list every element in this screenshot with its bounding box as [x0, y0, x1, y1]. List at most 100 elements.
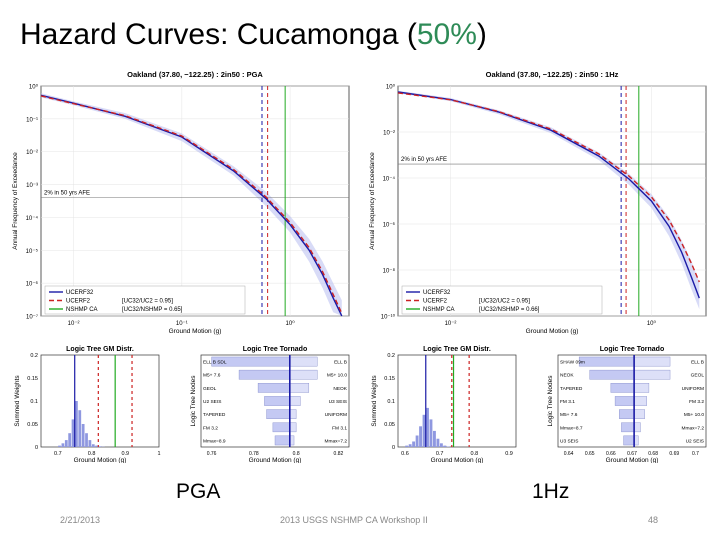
legend-label-3: NSHMP CA	[66, 307, 98, 313]
legend-label-1: UCERF32	[66, 290, 94, 296]
tornado-branch-left-7: Mmax=8.9	[203, 438, 226, 444]
slide-title-prefix: Hazard Curves: Cucamonga (	[20, 18, 417, 51]
tornado-branch-right-3: NEOK	[333, 386, 347, 392]
gm-distr-plot-area	[40, 354, 160, 448]
gm-distr-x-tick-3: 1	[157, 451, 160, 457]
tornado-branch-left-1: ELL B SDL	[203, 360, 227, 366]
tornado-x-tick-5: 0.69	[669, 451, 679, 457]
tornado-x-tick-4: 0.68	[648, 451, 658, 457]
legend-label-3: NSHMP CA	[423, 307, 455, 313]
tornado-branch-right-2: GEOL	[691, 373, 705, 379]
tornado-y-axis-label: Logic Tree Nodes	[190, 375, 197, 427]
hazard-x-axis-label: Ground Motion (g)	[169, 328, 222, 335]
left-panel-chart: Oakland (37.80, −122.25) : 2in50 : PGA10…	[12, 70, 350, 463]
tornado-bar-high-2	[289, 369, 318, 380]
tornado-bar-high-4	[289, 396, 301, 406]
gm-distr-bar	[419, 426, 422, 447]
hazard-y-tick-label-3: 10⁻³	[26, 183, 38, 189]
gm-distr-y-tick-1: 0.05	[384, 422, 395, 428]
tornado-branch-right-4: U3 SEIS	[329, 399, 347, 405]
tornado-bar-low-3	[610, 383, 635, 393]
tornado-x-tick-3: 0.82	[334, 451, 344, 457]
gm-distr-bar	[64, 440, 68, 447]
tornado-bar-low-4	[614, 396, 635, 406]
gm-distr-bar	[408, 444, 412, 447]
hazard-y-tick-label-0: 10⁰	[29, 84, 39, 91]
gm-distr-bar	[436, 438, 440, 447]
hazard-plot-area	[397, 85, 707, 317]
tornado-bar-low-1	[578, 356, 635, 367]
tornado-y-axis-label: Logic Tree Nodes	[547, 375, 554, 427]
right-panel-chart: Oakland (37.80, −122.25) : 2in50 : 1Hz 10…	[369, 70, 707, 463]
tornado-bar-high-1	[633, 356, 671, 367]
gm-distr-bar	[88, 440, 92, 447]
hazard-x-tick-label-2: 10⁰	[286, 320, 296, 327]
tornado-bar-high-6	[633, 422, 641, 433]
hazard-x-axis-label: Ground Motion (g)	[526, 328, 579, 335]
tornado-bar-low-7	[623, 435, 635, 446]
legend-ratio-3: [UC32/NSHMP = 0.65]	[122, 307, 183, 313]
tornado-branch-left-5: M5+ 7.6	[560, 412, 578, 418]
hazard-x-tick-label-1: 10⁰	[647, 320, 657, 327]
hazard-y-tick-label-4: 10⁻⁸	[383, 268, 396, 275]
tornado-bar-low-5	[619, 409, 635, 419]
tornado-bar-high-6	[289, 422, 297, 433]
right-panel: Oakland (37.80, −122.25) : 2in50 : 1Hz 10…	[362, 68, 712, 463]
gm-distr-bar	[433, 430, 436, 447]
tornado-x-tick-2: 0.8	[293, 451, 300, 457]
hazard-y-tick-label-5: 10⁻⁵	[26, 248, 39, 255]
legend-ratio-2: [UC32/UC2 = 0.95]	[479, 299, 530, 305]
hazard-curve-ucerf2	[40, 95, 343, 314]
gm-distr-y-tick-2: 0.1	[387, 399, 395, 405]
tornado-branch-right-7: U2 SEIS	[686, 438, 704, 444]
tornado-branch-left-3: GEOL	[203, 386, 217, 392]
tornado-branch-left-2: NEOK	[560, 373, 574, 379]
gm-distr-y-tick-4: 0.2	[387, 353, 395, 359]
gm-distr-y-tick-1: 0.05	[27, 422, 38, 428]
tornado-bar-low-2	[238, 369, 291, 380]
gm-distr-bar	[91, 444, 95, 447]
gm-distr-bar	[71, 419, 75, 447]
tornado-x-tick-1: 0.65	[585, 451, 595, 457]
tornado-branch-right-5: UNIFORM	[325, 412, 347, 418]
left-panel: Oakland (37.80, −122.25) : 2in50 : PGA 10…	[5, 68, 355, 463]
gm-distr-bar	[98, 446, 102, 447]
hazard-y-tick-label-6: 10⁻⁶	[26, 281, 39, 288]
hazard-curve-ucerf32	[397, 91, 700, 299]
tornado-x-tick-0: 0.64	[564, 451, 574, 457]
gm-distr-x-tick-2: 0.9	[121, 451, 129, 457]
tornado-branch-left-2: M5+ 7.6	[203, 373, 221, 379]
footer-date: 2/21/2013	[60, 515, 101, 525]
hazard-y-axis-label: Annual Frequency of Exceedance	[369, 152, 376, 250]
gm-distr-y-tick-2: 0.1	[30, 399, 38, 405]
gm-distr-x-tick-3: 0.9	[505, 451, 513, 457]
gm-distr-title: Logic Tree GM Distr.	[423, 346, 491, 353]
tornado-bar-low-6	[621, 422, 635, 433]
gm-distr-bar	[61, 443, 65, 447]
legend-ratio-3: [UC32/NSHMP = 0.66]	[479, 307, 540, 313]
tornado-bar-high-4	[633, 396, 648, 406]
hazard-y-tick-label-2: 10⁻⁴	[383, 176, 396, 183]
gm-distr-bar	[405, 445, 409, 447]
gm-distr-x-tick-1: 0.7	[436, 451, 444, 457]
gm-distr-bar	[439, 443, 443, 447]
tornado-branch-left-4: U2 SEIS	[203, 399, 221, 405]
gm-distr-bar	[95, 445, 99, 447]
tornado-branch-right-3: UNIFORM	[682, 386, 704, 392]
hazard-title: Oakland (37.80, −122.25) : 2in50 : 1Hz	[486, 70, 619, 79]
tornado-bar-high-2	[633, 369, 671, 380]
gm-distr-x-tick-1: 0.8	[88, 451, 96, 457]
gm-distr-y-tick-0: 0	[35, 445, 38, 451]
hazard-x-tick-label-0: 10⁻²	[68, 321, 80, 327]
tornado-x-axis-label: Ground Motion (g)	[606, 457, 659, 463]
tornado-x-tick-2: 0.66	[606, 451, 616, 457]
hazard-y-tick-label-0: 10⁰	[386, 84, 396, 91]
hazard-curve-ucerf2	[397, 92, 700, 283]
tornado-branch-right-1: ELL B	[334, 360, 347, 366]
footer-center-text: 2013 USGS NSHMP CA Workshop II	[280, 515, 428, 525]
tornado-branch-right-4: FM 3.2	[689, 399, 704, 405]
tornado-bar-high-3	[633, 383, 650, 393]
hazard-title: Oakland (37.80, −122.25) : 2in50 : PGA	[127, 70, 263, 79]
gm-distr-y-tick-3: 0.15	[384, 376, 395, 382]
gm-distr-bar	[412, 441, 416, 447]
